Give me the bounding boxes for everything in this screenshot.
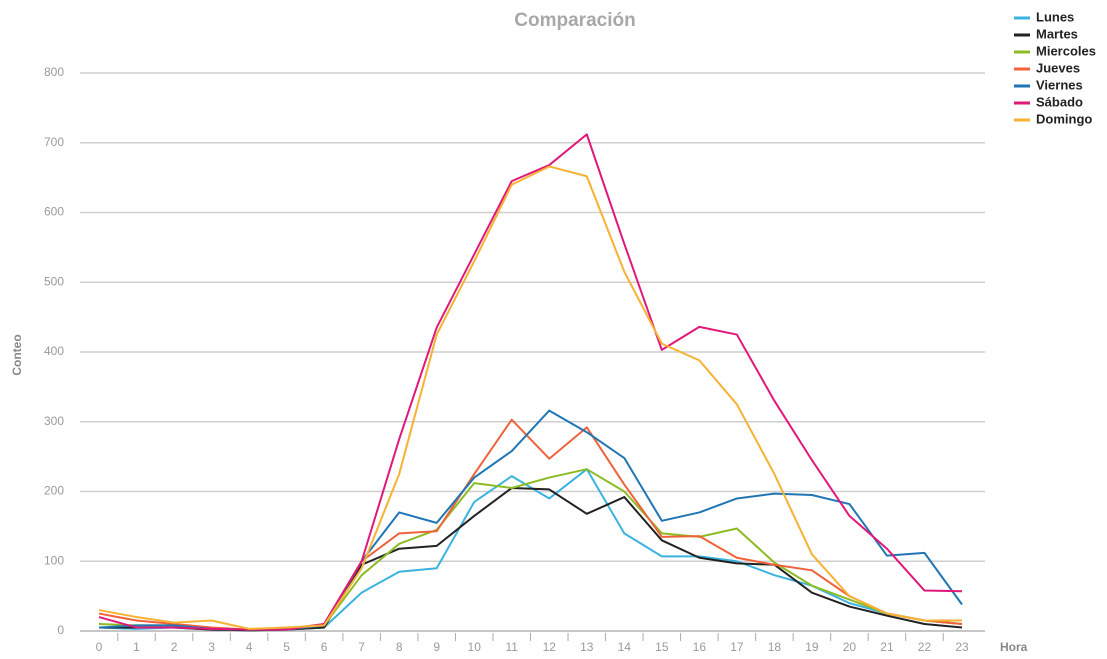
x-tick-label: 20 <box>843 640 857 654</box>
x-tick-label: 12 <box>543 640 557 654</box>
series-line <box>99 487 963 632</box>
legend-label: Miercoles <box>1036 43 1096 58</box>
x-tick-label: 19 <box>805 640 819 654</box>
x-tick-label: 6 <box>321 640 328 654</box>
x-tick-label: 2 <box>171 640 178 654</box>
y-axis-label: Conteo <box>10 334 24 375</box>
series-line <box>98 468 963 632</box>
legend-label: Martes <box>1036 26 1078 41</box>
legend-label: Lunes <box>1036 9 1074 24</box>
y-tick-label: 600 <box>44 205 64 219</box>
x-tick-label: 11 <box>506 640 519 654</box>
y-tick-label: 300 <box>44 414 64 428</box>
y-tick-label: 0 <box>57 623 64 637</box>
legend-label: Viernes <box>1036 77 1083 92</box>
series-line <box>98 409 963 631</box>
y-tick-label: 200 <box>44 484 64 498</box>
series-line <box>98 165 962 630</box>
series-line <box>98 418 963 631</box>
x-tick-label: 5 <box>283 640 290 654</box>
x-tick-label: 17 <box>730 640 744 654</box>
x-tick-label: 8 <box>396 640 403 654</box>
x-tick-label: 13 <box>580 640 594 654</box>
x-tick-label: 21 <box>880 640 894 654</box>
x-tick-label: 23 <box>955 640 969 654</box>
x-tick-label: 4 <box>246 640 253 654</box>
y-tick-label: 800 <box>44 65 64 79</box>
y-tick-label: 500 <box>44 274 64 288</box>
x-tick-label: 3 <box>208 640 215 654</box>
x-tick-label: 9 <box>433 640 440 654</box>
series-line <box>98 133 963 631</box>
series-line <box>98 468 963 631</box>
y-tick-label: 700 <box>44 135 64 149</box>
chart-title: Comparación <box>514 10 635 31</box>
x-axis-label: Hora <box>1000 640 1028 654</box>
x-tick-label: 7 <box>358 640 365 654</box>
x-tick-label: 0 <box>96 640 103 654</box>
x-tick-label: 14 <box>618 640 632 654</box>
x-tick-label: 15 <box>655 640 669 654</box>
legend-label: Sábado <box>1036 94 1083 109</box>
y-tick-label: 100 <box>44 553 64 567</box>
y-tick-label: 400 <box>44 344 64 358</box>
x-tick-label: 22 <box>918 640 932 654</box>
legend-label: Domingo <box>1036 111 1092 126</box>
x-tick-label: 1 <box>133 640 140 654</box>
x-tick-label: 16 <box>693 640 707 654</box>
legend-label: Jueves <box>1036 60 1080 75</box>
x-tick-label: 18 <box>768 640 782 654</box>
x-tick-label: 10 <box>468 640 482 654</box>
